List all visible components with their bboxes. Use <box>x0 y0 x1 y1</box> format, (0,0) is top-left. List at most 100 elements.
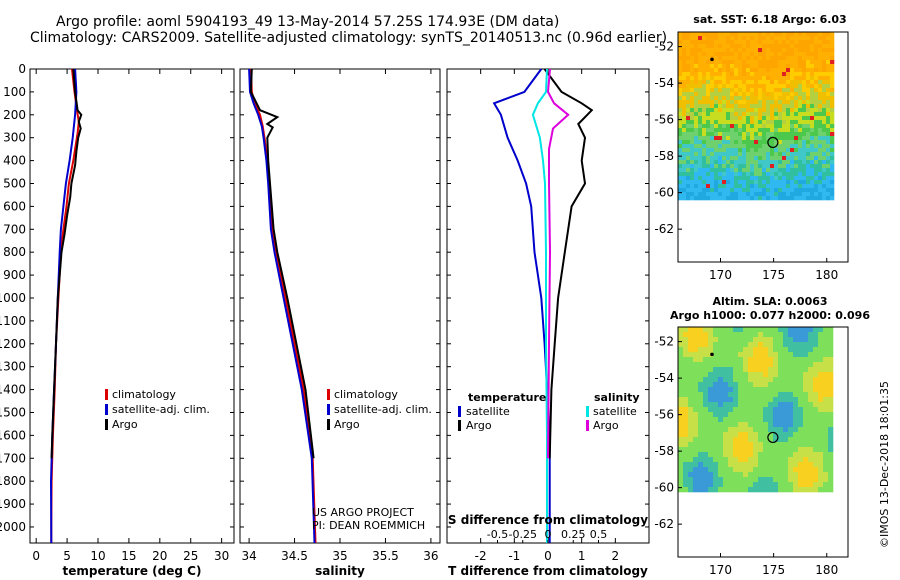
difference-panel: -2 -1 0 1 2T difference from climatology-0.5… <box>446 68 650 578</box>
map-cell <box>746 176 751 181</box>
map-cell <box>753 327 759 333</box>
map-cell <box>693 387 699 393</box>
map-cell <box>746 136 751 141</box>
map-cell <box>726 44 731 49</box>
map-cell <box>723 392 729 398</box>
map-cell <box>698 397 704 403</box>
map-cell <box>808 417 814 423</box>
map-cell <box>728 467 734 473</box>
map-cell <box>798 132 803 137</box>
map-cell <box>718 188 723 193</box>
map-cell <box>786 116 791 121</box>
sal-legend-swatch <box>327 419 330 430</box>
map-cell <box>802 64 807 69</box>
map-cell <box>753 367 759 373</box>
map-cell <box>813 342 819 348</box>
map-cell <box>798 387 804 393</box>
map-cell <box>734 108 739 113</box>
map-cell <box>750 152 755 157</box>
map-cell <box>782 184 787 189</box>
map-cell <box>706 188 711 193</box>
map-cell <box>694 76 699 81</box>
map-cell <box>734 180 739 185</box>
map-cell <box>688 362 694 368</box>
map-cell <box>806 132 811 137</box>
map-cell <box>734 68 739 73</box>
map-cell <box>722 136 727 141</box>
map-cell <box>810 184 815 189</box>
map-cell <box>698 412 704 418</box>
map-cell <box>806 92 811 97</box>
map-cell <box>703 342 709 348</box>
map-cell <box>806 76 811 81</box>
map-cell <box>730 84 735 89</box>
depth-tick-label: 300 <box>3 131 26 145</box>
map-cell <box>683 467 689 473</box>
map-cell <box>678 462 684 468</box>
map-cell <box>798 467 804 473</box>
map-ytick-label: -52 <box>654 335 674 349</box>
map-cell <box>754 48 759 53</box>
map-cell <box>826 192 831 197</box>
map-cell <box>758 196 763 201</box>
map-cell <box>734 36 739 41</box>
map-cell <box>734 168 739 173</box>
map-cell <box>798 72 803 77</box>
map-cell <box>806 180 811 185</box>
map-cell <box>726 188 731 193</box>
map-cell <box>702 100 707 105</box>
map-cell <box>723 352 729 358</box>
map-cell <box>798 116 803 121</box>
map-cell <box>694 32 699 37</box>
argo-position-marker <box>767 136 779 149</box>
map-cell <box>830 196 835 201</box>
map-cell <box>693 392 699 398</box>
map-cell <box>678 120 683 125</box>
map-cell <box>818 467 824 473</box>
map-cell <box>822 96 827 101</box>
map-cell <box>748 472 754 478</box>
map-cell <box>698 136 703 141</box>
map-cell <box>688 402 694 408</box>
map-cell <box>713 382 719 388</box>
map-cell <box>773 332 779 338</box>
map-cell <box>788 352 794 358</box>
map-cell <box>762 128 767 133</box>
map-cell <box>710 152 715 157</box>
map-cell <box>818 120 823 125</box>
map-cell <box>810 164 815 169</box>
map-cell <box>822 40 827 45</box>
map-cell <box>763 412 769 418</box>
map-cell <box>823 457 829 463</box>
map-cell <box>754 184 759 189</box>
map-cell <box>788 332 794 338</box>
map-cell <box>702 156 707 161</box>
map-cell <box>778 68 783 73</box>
map-cell <box>762 72 767 77</box>
map-cell <box>826 148 831 153</box>
map-cell <box>778 392 784 398</box>
map-cell <box>778 92 783 97</box>
map-cell <box>708 457 714 463</box>
map-cell <box>748 387 754 393</box>
map-cell <box>723 332 729 338</box>
map-cell <box>718 342 724 348</box>
map-cell <box>826 124 831 129</box>
map-cell <box>690 156 695 161</box>
map-cell <box>678 432 684 438</box>
map-cell <box>678 407 684 413</box>
map-cell <box>722 52 727 57</box>
map-cell <box>790 136 795 141</box>
map-cell <box>758 124 763 129</box>
map-cell <box>738 188 743 193</box>
map-cell <box>703 362 709 368</box>
map-cell <box>793 412 799 418</box>
map-cell <box>763 462 769 468</box>
map-cell <box>730 96 735 101</box>
map-cell <box>710 116 715 121</box>
map-cell <box>758 176 763 181</box>
map-cell <box>754 144 759 149</box>
map-cell <box>698 196 703 201</box>
map-cell <box>793 362 799 368</box>
map-cell <box>794 84 799 89</box>
